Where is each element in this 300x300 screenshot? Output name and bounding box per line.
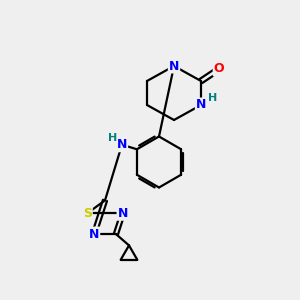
Text: N: N	[169, 59, 179, 73]
Text: O: O	[214, 62, 224, 76]
Text: N: N	[196, 98, 206, 112]
Text: N: N	[118, 207, 128, 220]
Text: H: H	[108, 133, 117, 143]
Text: N: N	[117, 138, 127, 151]
Text: N: N	[89, 227, 99, 241]
Text: S: S	[83, 207, 92, 220]
Text: H: H	[208, 93, 217, 103]
